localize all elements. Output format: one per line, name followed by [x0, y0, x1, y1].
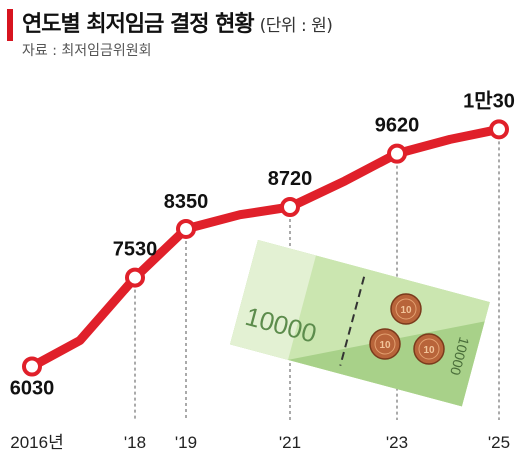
x-tick-label: 2016년 — [10, 433, 63, 452]
coin-1-label: 10 — [400, 305, 412, 316]
data-label: 8720 — [268, 168, 313, 190]
x-tick-label: '25 — [488, 433, 510, 452]
series-line — [27, 124, 504, 371]
x-tick-label: '19 — [175, 433, 197, 452]
source-label: 자료 : 최저임금위원회 — [22, 43, 152, 59]
data-point — [176, 218, 196, 239]
x-tick-label: '18 — [124, 433, 146, 452]
x-tick-label: '23 — [386, 433, 408, 452]
title-text: 연도별 최저임금 결정 현황 — [22, 12, 255, 37]
data-label: 6030 — [10, 378, 55, 400]
title-accent-bar — [7, 9, 13, 41]
unit-label: (단위 : 원) — [259, 16, 333, 36]
point-markers — [22, 119, 509, 377]
x-tick-label: '21 — [279, 433, 301, 452]
data-label: 1만30 — [463, 89, 515, 112]
value-labels: 6030 7530 8350 8720 9620 1만30 — [10, 89, 515, 399]
coin-3: 10 — [413, 333, 445, 365]
coin-3-label: 10 — [423, 345, 435, 356]
coin-2-label: 10 — [379, 340, 391, 351]
data-label: 7530 — [113, 239, 158, 261]
banknote-fold-line — [339, 276, 366, 366]
data-point — [125, 267, 145, 288]
data-label: 9620 — [375, 115, 420, 137]
data-point — [280, 197, 300, 218]
data-point — [22, 356, 42, 377]
data-point — [387, 143, 407, 164]
coin-2: 10 — [369, 328, 401, 360]
data-label: 8350 — [164, 191, 209, 213]
chart-title: 연도별 최저임금 결정 현황 (단위 : 원) — [22, 6, 333, 38]
banknote-illustration: 10000 10000 — [230, 239, 490, 407]
data-point — [489, 119, 509, 140]
banknote-watermark-panel — [230, 239, 316, 360]
coin-1: 10 — [390, 293, 422, 325]
x-tick-labels: 2016년 '18 '19 '21 '23 '25 — [10, 433, 510, 452]
